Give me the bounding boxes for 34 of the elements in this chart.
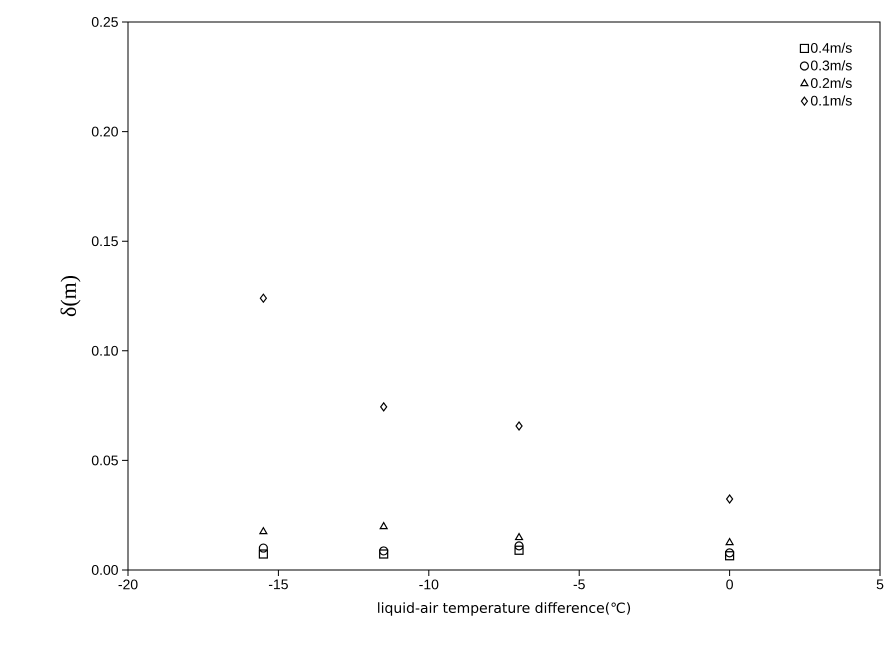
- point: [260, 294, 267, 303]
- point: [379, 546, 388, 556]
- point: [515, 421, 523, 431]
- x-tick-label: 0: [726, 580, 733, 590]
- point: [514, 541, 524, 550]
- point: [514, 532, 524, 540]
- point: [514, 546, 524, 555]
- point: [258, 549, 268, 559]
- y-tick-label: 0.10: [92, 346, 118, 356]
- point: [726, 538, 734, 546]
- x-tick-label: -20: [118, 580, 138, 590]
- y-tick-label: 0.25: [92, 17, 118, 27]
- point: [725, 551, 734, 560]
- legend-label: 0.2m/s: [810, 78, 852, 88]
- y-tick-label: 0.05: [92, 455, 118, 466]
- y-tick-label: 0.20: [92, 126, 118, 137]
- y-tick-label: 0.15: [92, 236, 118, 246]
- x-tick-label: 5: [876, 580, 884, 590]
- point: [259, 527, 268, 534]
- point: [725, 548, 734, 558]
- point: [380, 522, 388, 530]
- x-axis-title: liquid-air temperature difference(℃): [378, 602, 630, 616]
- y-axis-title: δ(m): [60, 276, 80, 316]
- point: [726, 494, 734, 504]
- x-tick-label: -10: [419, 580, 438, 590]
- legend-label: 0.1m/s: [810, 95, 852, 106]
- y-tick-label: 0.00: [92, 565, 118, 575]
- point: [380, 402, 388, 412]
- legend-label: 0.4m/s: [810, 42, 852, 53]
- x-tick-label: -5: [574, 580, 585, 590]
- point: [258, 543, 268, 553]
- x-tick-label: -15: [268, 580, 288, 590]
- point: [379, 549, 388, 559]
- legend-label: 0.3m/s: [810, 60, 852, 70]
